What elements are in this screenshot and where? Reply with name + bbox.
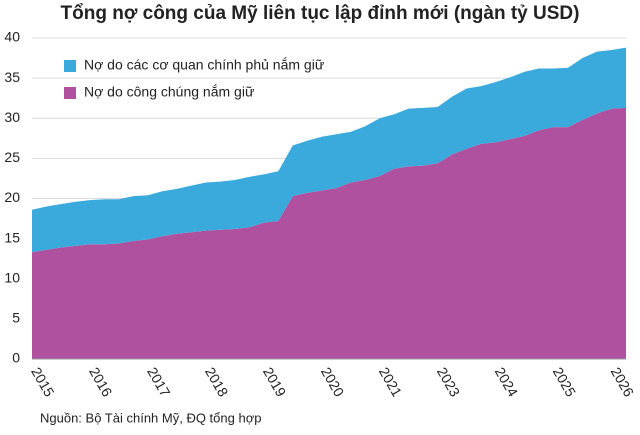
x-tick-label: 2023 — [434, 364, 464, 399]
legend-label: Nợ do các cơ quan chính phủ nắm giữ — [84, 57, 324, 73]
legend-label: Nợ do công chúng nắm giữ — [84, 84, 254, 100]
x-tick-label: 2021 — [376, 364, 406, 399]
x-tick: 2021 — [376, 364, 406, 399]
area — [32, 47, 626, 253]
x-tick: 2019 — [260, 364, 290, 399]
x-tick-label: 2026 — [608, 364, 638, 399]
x-tick-label: 2015 — [28, 364, 58, 399]
x-tick: 2026 — [608, 364, 638, 399]
y-tick-label: 35 — [4, 69, 20, 85]
x-tick: 2016 — [86, 364, 116, 399]
area — [32, 107, 626, 359]
x-tick-label: 2016 — [86, 364, 116, 399]
x-tick: 2020 — [318, 364, 348, 399]
y-tick-label: 30 — [4, 109, 20, 125]
y-tick-label: 15 — [4, 229, 20, 245]
x-tick: 2025 — [550, 364, 580, 399]
y-tick-label: 0 — [12, 350, 20, 366]
x-tick-label: 2020 — [318, 364, 348, 399]
y-tick-label: 25 — [4, 149, 20, 165]
legend-swatch — [64, 60, 76, 72]
x-tick-label: 2019 — [260, 364, 290, 399]
x-tick-label: 2025 — [550, 364, 580, 399]
x-tick-label: 2024 — [492, 364, 522, 399]
y-tick-label: 40 — [4, 29, 20, 45]
x-tick: 2017 — [144, 364, 174, 399]
x-tick-label: 2017 — [144, 364, 174, 399]
x-tick: 2023 — [434, 364, 464, 399]
x-tick: 2018 — [202, 364, 232, 399]
y-tick-label: 5 — [12, 310, 20, 326]
x-tick: 2015 — [28, 364, 58, 399]
x-tick: 2024 — [492, 364, 522, 399]
chart-title: Tổng nợ công của Mỹ liên tục lập đỉnh mớ… — [61, 3, 580, 24]
source-note: Nguồn: Bộ Tài chính Mỹ, ĐQ tổng hợp — [40, 410, 261, 425]
x-tick-label: 2018 — [202, 364, 232, 399]
y-tick-label: 10 — [4, 269, 20, 285]
y-tick-label: 20 — [4, 189, 20, 205]
legend-swatch — [64, 87, 76, 99]
